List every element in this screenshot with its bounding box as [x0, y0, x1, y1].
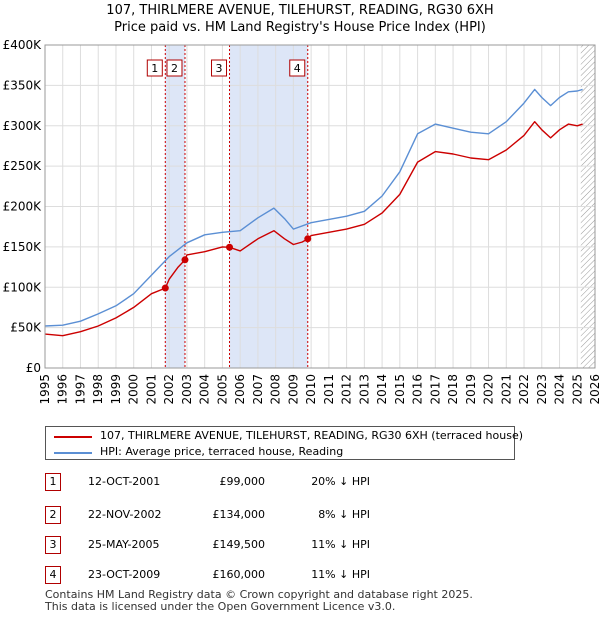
sale-number-badge: 4 [45, 566, 61, 584]
sale-price: £160,000 [212, 568, 266, 581]
sale-hpi-diff: 11% ↓ HPI [311, 538, 370, 551]
x-tick-label: 2012 [340, 374, 354, 405]
x-tick-label: 2008 [269, 374, 283, 405]
x-tick-label: 2014 [375, 374, 389, 405]
series-line-property [44, 120, 583, 337]
legend-swatch-hpi [54, 452, 92, 454]
sale-hpi-diff: 8% ↓ HPI [318, 508, 370, 521]
x-tick-label: 2009 [286, 374, 300, 405]
x-tick-label: 1997 [73, 374, 87, 405]
sale-hpi-diff: 20% ↓ HPI [311, 475, 370, 488]
sale-label-box [211, 59, 228, 77]
sale-date: 23-OCT-2009 [88, 568, 161, 581]
y-tick-label: £100K [3, 280, 43, 294]
x-tick-label: 2019 [464, 374, 478, 405]
y-tick-label: £200K [3, 200, 43, 214]
x-tick-label: 2017 [428, 374, 442, 405]
x-tick-label: 2006 [233, 374, 247, 405]
y-tick-label: £250K [3, 159, 43, 173]
x-tick-label: 2018 [446, 374, 460, 405]
chart-legend: 107, THIRLMERE AVENUE, TILEHURST, READIN… [45, 426, 523, 460]
x-tick-label: 1995 [38, 374, 52, 405]
y-tick-label: £0 [26, 361, 41, 375]
footer-copyright: Contains HM Land Registry data © Crown c… [45, 588, 473, 601]
x-tick-label: 2016 [411, 374, 425, 405]
table-row: 1 12-OCT-2001 £99,000 20% ↓ HPI [45, 473, 405, 491]
sale-label-text: 1 [151, 62, 158, 75]
x-tick-label: 2007 [251, 374, 265, 405]
x-tick-label: 2000 [127, 374, 141, 405]
legend-label-hpi: HPI: Average price, terraced house, Read… [100, 445, 344, 458]
x-tick-label: 2003 [180, 374, 194, 405]
x-tick-label: 2005 [215, 374, 229, 405]
y-tick-label: £300K [3, 119, 43, 133]
footer: Contains HM Land Registry data © Crown c… [45, 589, 473, 613]
x-tick-label: 2004 [198, 374, 212, 405]
sale-number-badge: 3 [45, 536, 61, 554]
x-tick-label: 2024 [553, 374, 567, 405]
y-tick-label: £400K [3, 38, 43, 52]
x-tick-label: 2001 [144, 374, 158, 405]
sale-label-text: 3 [216, 62, 223, 75]
sale-number-badge: 2 [45, 506, 61, 524]
sale-price: £149,500 [212, 538, 266, 551]
sale-price: £134,000 [212, 508, 266, 521]
x-tick-label: 2025 [570, 374, 584, 405]
x-tick-label: 2020 [482, 374, 496, 405]
legend-swatch-property [54, 436, 92, 438]
footer-licence: This data is licensed under the Open Gov… [45, 600, 396, 613]
x-tick-label: 1999 [109, 374, 123, 405]
x-tick-label: 2022 [517, 374, 531, 405]
sale-label-box [146, 59, 163, 77]
x-tick-label: 2011 [322, 374, 336, 405]
sale-marker [226, 243, 234, 251]
sale-label-text: 2 [171, 62, 178, 75]
x-tick-label: 2026 [588, 374, 600, 405]
sale-price: £99,000 [219, 475, 266, 488]
chart-title-line-2: Price paid vs. HM Land Registry's House … [114, 20, 486, 35]
sale-number-badge: 1 [45, 473, 61, 491]
sale-label-box [289, 59, 306, 77]
sale-label-box [166, 59, 183, 77]
y-tick-label: £50K [10, 321, 42, 335]
x-tick-label: 2010 [304, 374, 318, 405]
plot-frame [44, 44, 596, 369]
sale-marker [161, 284, 169, 292]
legend-label-property: 107, THIRLMERE AVENUE, TILEHURST, READIN… [100, 429, 524, 442]
x-tick-label: 2002 [162, 374, 176, 405]
sale-date: 12-OCT-2001 [88, 475, 161, 488]
x-tick-label: 1998 [91, 374, 105, 405]
chart-title: 107, THIRLMERE AVENUE, TILEHURST, READIN… [0, 2, 600, 36]
sale-marker [181, 256, 189, 264]
x-tick-label: 1996 [56, 374, 70, 405]
sale-marker [304, 235, 312, 243]
chart-title-line-1: 107, THIRLMERE AVENUE, TILEHURST, READIN… [106, 3, 494, 18]
x-tick-label: 2015 [393, 374, 407, 405]
x-tick-label: 2021 [499, 374, 513, 405]
sale-label-text: 4 [294, 62, 301, 75]
x-tick-label: 2013 [357, 374, 371, 405]
y-tick-label: £150K [3, 240, 43, 254]
table-row: 4 23-OCT-2009 £160,000 11% ↓ HPI [45, 566, 405, 584]
y-tick-label: £350K [3, 78, 43, 92]
x-tick-label: 2023 [535, 374, 549, 405]
sale-hpi-diff: 11% ↓ HPI [311, 568, 370, 581]
table-row: 2 22-NOV-2002 £134,000 8% ↓ HPI [45, 506, 405, 524]
sale-date: 25-MAY-2005 [88, 538, 160, 551]
series-line-hpi [44, 88, 583, 327]
sale-date: 22-NOV-2002 [88, 508, 162, 521]
table-row: 3 25-MAY-2005 £149,500 11% ↓ HPI [45, 536, 405, 554]
